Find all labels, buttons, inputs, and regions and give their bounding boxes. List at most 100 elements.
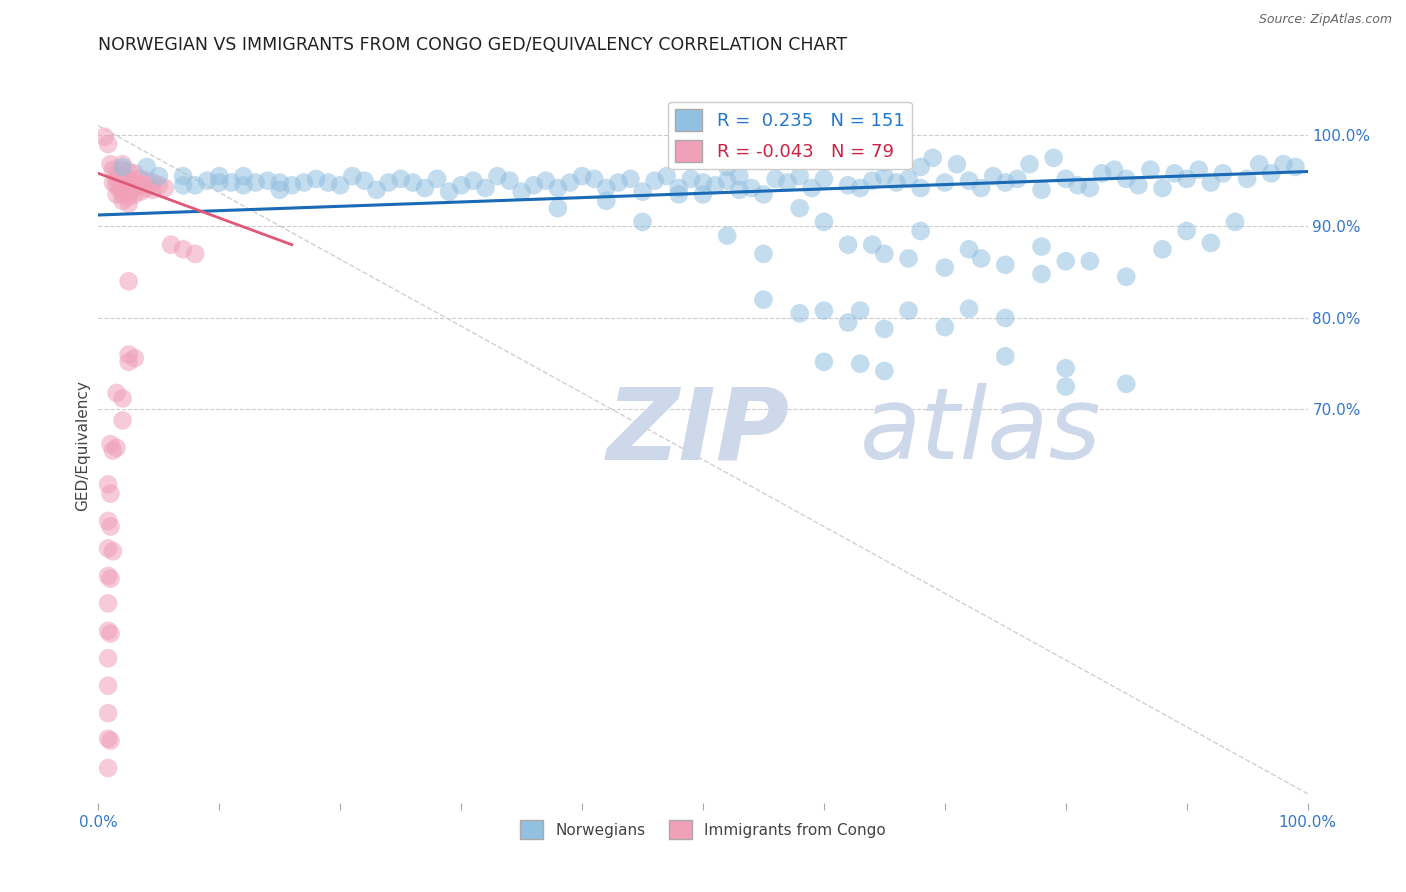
- Text: Source: ZipAtlas.com: Source: ZipAtlas.com: [1258, 13, 1392, 27]
- Point: [716, 228, 738, 243]
- Point: [1175, 172, 1198, 186]
- Point: [595, 181, 617, 195]
- Point: [547, 201, 569, 215]
- Point: [111, 187, 134, 202]
- Point: [118, 164, 141, 178]
- Point: [292, 176, 315, 190]
- Point: [111, 162, 134, 177]
- Point: [849, 181, 872, 195]
- Point: [105, 178, 128, 193]
- Point: [269, 176, 291, 190]
- Point: [994, 349, 1017, 363]
- Point: [118, 274, 141, 288]
- Point: [728, 169, 751, 183]
- Point: [97, 596, 120, 610]
- Point: [1115, 376, 1137, 391]
- Point: [389, 172, 412, 186]
- Point: [776, 176, 799, 190]
- Point: [124, 351, 146, 366]
- Point: [1078, 254, 1101, 268]
- Point: [1091, 166, 1114, 180]
- Point: [118, 185, 141, 199]
- Point: [886, 176, 908, 190]
- Point: [860, 174, 883, 188]
- Point: [118, 196, 141, 211]
- Point: [100, 626, 122, 640]
- Point: [105, 166, 128, 180]
- Point: [981, 169, 1004, 183]
- Point: [129, 185, 152, 199]
- Point: [1031, 183, 1053, 197]
- Point: [437, 185, 460, 199]
- Point: [970, 181, 993, 195]
- Point: [124, 181, 146, 195]
- Point: [101, 544, 124, 558]
- Text: NORWEGIAN VS IMMIGRANTS FROM CONGO GED/EQUIVALENCY CORRELATION CHART: NORWEGIAN VS IMMIGRANTS FROM CONGO GED/E…: [98, 36, 848, 54]
- Point: [208, 176, 231, 190]
- Point: [160, 237, 183, 252]
- Point: [873, 322, 896, 336]
- Point: [377, 176, 399, 190]
- Point: [1031, 267, 1053, 281]
- Point: [105, 187, 128, 202]
- Point: [813, 303, 835, 318]
- Point: [135, 174, 157, 188]
- Point: [142, 183, 165, 197]
- Point: [813, 172, 835, 186]
- Point: [558, 176, 581, 190]
- Point: [413, 181, 436, 195]
- Point: [342, 169, 364, 183]
- Point: [463, 174, 485, 188]
- Point: [837, 237, 859, 252]
- Point: [108, 183, 131, 197]
- Point: [994, 176, 1017, 190]
- Legend: Norwegians, Immigrants from Congo: Norwegians, Immigrants from Congo: [515, 814, 891, 845]
- Point: [1260, 166, 1282, 180]
- Point: [655, 169, 678, 183]
- Point: [97, 624, 120, 638]
- Point: [1272, 157, 1295, 171]
- Point: [800, 181, 823, 195]
- Point: [1188, 162, 1211, 177]
- Point: [897, 252, 920, 266]
- Point: [547, 181, 569, 195]
- Point: [523, 178, 546, 193]
- Point: [402, 176, 425, 190]
- Point: [184, 178, 207, 193]
- Point: [789, 306, 811, 320]
- Point: [105, 386, 128, 401]
- Point: [934, 260, 956, 275]
- Point: [716, 160, 738, 174]
- Point: [873, 364, 896, 378]
- Point: [740, 181, 762, 195]
- Point: [510, 185, 533, 199]
- Point: [105, 172, 128, 186]
- Point: [789, 169, 811, 183]
- Point: [305, 172, 328, 186]
- Point: [1115, 269, 1137, 284]
- Point: [100, 437, 122, 451]
- Point: [97, 137, 120, 152]
- Point: [534, 174, 557, 188]
- Point: [957, 242, 980, 256]
- Point: [172, 178, 194, 193]
- Point: [97, 761, 120, 775]
- Point: [1223, 215, 1246, 229]
- Point: [994, 310, 1017, 325]
- Point: [135, 160, 157, 174]
- Point: [668, 187, 690, 202]
- Point: [195, 174, 218, 188]
- Point: [1078, 181, 1101, 195]
- Point: [100, 519, 122, 533]
- Point: [97, 514, 120, 528]
- Point: [1054, 361, 1077, 376]
- Point: [474, 181, 496, 195]
- Point: [111, 176, 134, 190]
- Point: [208, 169, 231, 183]
- Point: [607, 176, 630, 190]
- Point: [921, 151, 943, 165]
- Point: [232, 169, 254, 183]
- Point: [1054, 254, 1077, 268]
- Point: [129, 172, 152, 186]
- Point: [692, 187, 714, 202]
